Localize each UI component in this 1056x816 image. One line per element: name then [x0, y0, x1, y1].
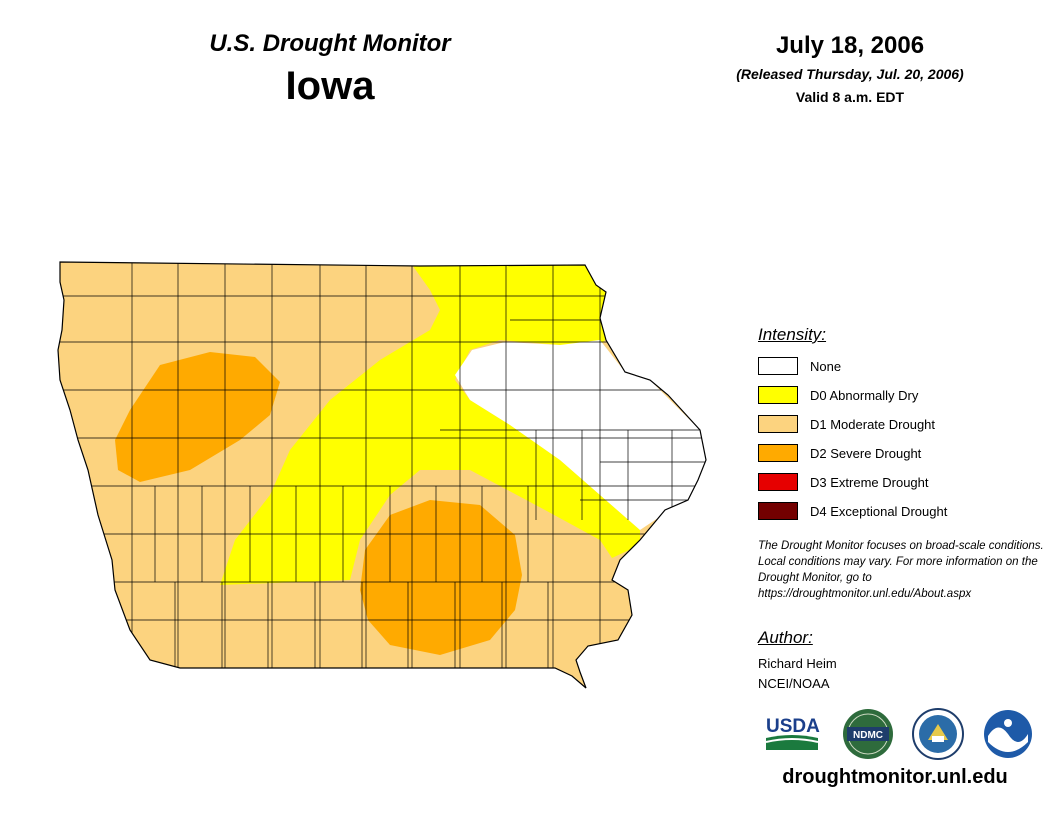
legend-item: D1 Moderate Drought — [758, 414, 935, 434]
legend-label: D3 Extreme Drought — [810, 474, 929, 490]
legend-item: D4 Exceptional Drought — [758, 501, 947, 521]
legend-label: D1 Moderate Drought — [810, 416, 936, 432]
none-region — [455, 340, 706, 530]
author-name: Richard Heim — [758, 656, 837, 671]
usda-logo: USDA — [765, 716, 820, 750]
svg-text:NDMC: NDMC — [853, 730, 883, 741]
legend-swatch — [758, 386, 798, 404]
county-lines — [58, 262, 706, 670]
partner-logos: USDA NDMC — [765, 708, 1032, 760]
state-title: Iowa — [285, 64, 375, 108]
legend-label: D4 Exceptional Drought — [810, 503, 948, 519]
map-date: July 18, 2006 — [775, 32, 925, 59]
website-url[interactable]: droughtmonitor.unl.edu — [782, 766, 1008, 788]
legend-item: D0 Abnormally Dry — [758, 385, 918, 405]
author-org: NCEI/NOAA — [758, 676, 830, 691]
legend-swatch — [758, 415, 798, 433]
legend-label: D2 Severe Drought — [810, 445, 922, 461]
legend-swatch — [758, 444, 798, 462]
d0-region — [220, 262, 640, 585]
legend-item: None — [758, 356, 841, 376]
monitor-title: U.S. Drought Monitor — [209, 30, 451, 57]
noaa-logo — [984, 710, 1032, 758]
legend-item: D2 Severe Drought — [758, 443, 921, 463]
legend-swatch — [758, 473, 798, 491]
valid-time: Valid 8 a.m. EDT — [795, 89, 905, 105]
release-date: (Released Thursday, Jul. 20, 2006) — [736, 66, 964, 82]
d2-region-south — [360, 500, 522, 655]
iowa-drought-map — [57, 261, 707, 689]
d2-region-west — [115, 352, 280, 482]
legend-swatch — [758, 357, 798, 375]
legend-label: None — [810, 358, 842, 374]
author-title: Author: — [758, 628, 813, 647]
svg-text:USDA: USDA — [766, 716, 820, 737]
legend-label: D0 Abnormally Dry — [810, 387, 919, 403]
disclaimer-text: The Drought Monitor focuses on broad-sca… — [758, 540, 1044, 600]
legend-item: D3 Extreme Drought — [758, 472, 929, 492]
legend-title: Intensity: — [758, 325, 827, 344]
doc-seal-logo — [912, 708, 964, 760]
legend-swatch — [758, 502, 798, 520]
ndmc-logo: NDMC — [843, 709, 893, 759]
